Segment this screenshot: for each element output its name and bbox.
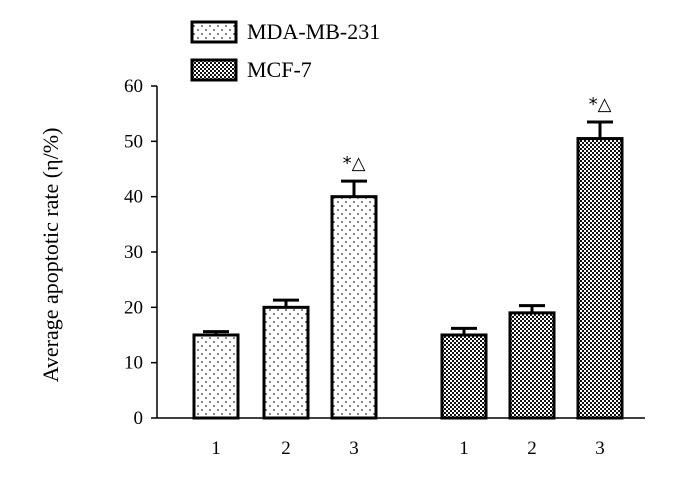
bar xyxy=(508,311,556,420)
x-tick-label: 1 xyxy=(211,438,221,459)
x-tick-label: 2 xyxy=(527,438,537,459)
bar xyxy=(440,333,488,420)
x-tick-label: 1 xyxy=(459,438,469,459)
significance-annotation: *△ xyxy=(589,94,612,115)
bar xyxy=(576,137,624,420)
legend-swatch xyxy=(190,58,238,82)
y-axis-label: Average apoptotic rate (η/%) xyxy=(38,128,63,383)
legend-label: MCF-7 xyxy=(247,57,312,82)
y-tick-label: 20 xyxy=(124,297,143,318)
legend: MDA-MB-231 MCF-7 xyxy=(190,19,380,82)
y-tick-label: 10 xyxy=(124,353,143,374)
y-tick-label: 50 xyxy=(124,131,143,152)
x-tick-label: 2 xyxy=(281,438,291,459)
bar xyxy=(262,305,310,420)
x-tick-label: 3 xyxy=(595,438,605,459)
y-tick-label: 60 xyxy=(124,76,143,97)
y-tick-label: 40 xyxy=(124,187,143,208)
bars: 1 2 3 *△ 1 2 3 *△ xyxy=(192,94,624,459)
y-tick-label: 0 xyxy=(134,408,144,429)
y-tick-label: 30 xyxy=(124,242,143,263)
bar xyxy=(192,333,240,420)
legend-label: MDA-MB-231 xyxy=(247,19,380,44)
legend-swatch xyxy=(190,20,238,44)
bar xyxy=(330,195,378,420)
significance-annotation: *△ xyxy=(343,153,366,174)
x-tick-label: 3 xyxy=(349,438,359,459)
